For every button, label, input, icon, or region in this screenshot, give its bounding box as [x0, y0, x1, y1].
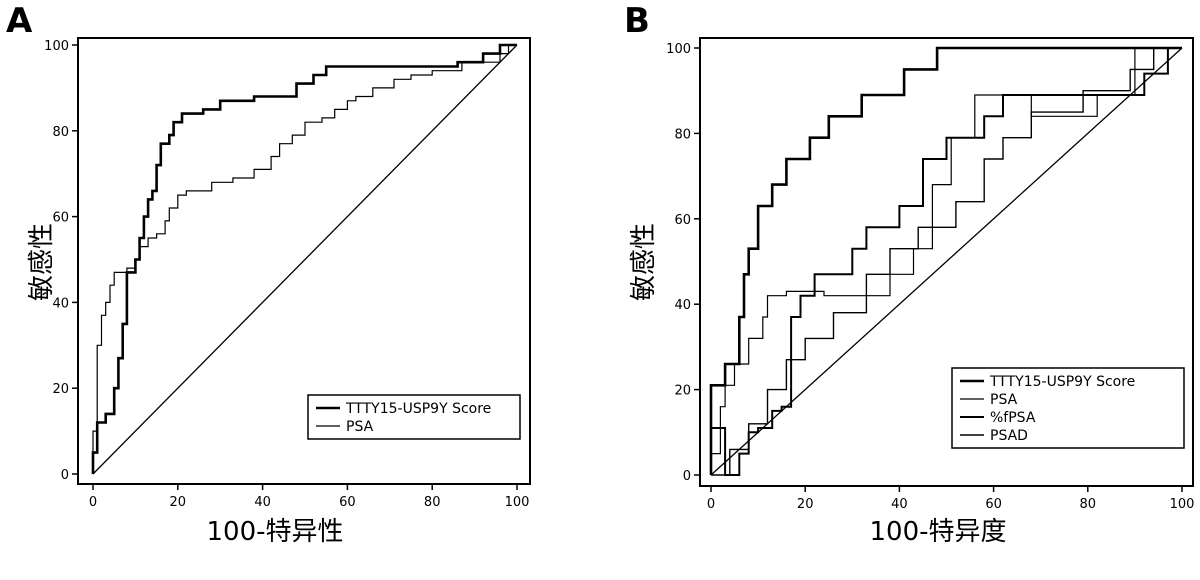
panel-a-series-line-1	[91, 43, 517, 474]
panel-b-series-line-1	[709, 46, 1182, 475]
panel-a-legend-box	[307, 394, 521, 440]
panel-b-x-tick-label: 80	[1080, 497, 1097, 512]
panel-b-legend-label: %fPSA	[990, 410, 1036, 426]
panel-b-series-line-4	[711, 47, 1182, 476]
panel-b-y-tick-label: 60	[674, 213, 691, 228]
panel-b-legend-box	[951, 367, 1185, 449]
panel-a-x-tick-label: 100	[505, 495, 530, 510]
panel-a-reference-diagonal	[92, 44, 518, 475]
panel-a-y-tick-label: 40	[52, 296, 69, 311]
panel-a-series	[91, 43, 518, 475]
panel-a-plot-frame	[77, 37, 531, 485]
panel-b-y-tick-label: 80	[674, 127, 691, 142]
panel-a-x-tick-label: 0	[89, 495, 97, 510]
panel-b-y-tick-label: 20	[674, 384, 691, 399]
panel-a-y-tick-label: 20	[52, 382, 69, 397]
panel-b-x-axis-title: 100-特异度	[869, 517, 1006, 547]
panel-a-x-tick-label: 80	[424, 495, 441, 510]
panel-a-x-tick-label: 60	[339, 495, 356, 510]
panel-b-y-tick-label: 100	[666, 42, 691, 57]
panel-b-x-tick-label: 20	[797, 497, 814, 512]
panel-b-legend-label: PSAD	[990, 428, 1028, 444]
panel-b-series-line-2	[710, 47, 1182, 475]
panel-b: B 0 20 40 60 80 100 0 20 40 60 80 100 100-特异度 敏感性 T…	[624, 1, 1194, 547]
panel-a-x-axis-title: 100-特异性	[206, 517, 343, 547]
panel-b-series	[709, 46, 1183, 476]
panel-a-y-tick-label: 80	[52, 125, 69, 140]
panel-b-legend-label: TTTY15-USP9Y Score	[989, 374, 1135, 390]
panel-a-legend-label: PSA	[346, 419, 374, 435]
panel-b-x-tick-label: 60	[985, 497, 1002, 512]
panel-b-legend-label: PSA	[990, 392, 1018, 408]
panel-a-series-line-2	[92, 44, 517, 474]
panel-a-x-tick-label: 40	[254, 495, 271, 510]
panel-b-letter: B	[624, 1, 650, 41]
panel-b-legend: TTTY15-USP9Y Score PSA %fPSA PSAD	[951, 367, 1185, 449]
panel-b-plot-frame	[699, 37, 1194, 487]
panel-b-y-tick-label: 0	[683, 469, 691, 484]
panel-b-x-tick-label: 100	[1170, 497, 1195, 512]
panel-a-legend-label: TTTY15-USP9Y Score	[345, 401, 491, 417]
panel-a-legend: TTTY15-USP9Y Score PSA	[307, 394, 521, 440]
panel-b-x-tick-label: 40	[891, 497, 908, 512]
panel-b-x-tick-label: 0	[707, 497, 715, 512]
panel-a-x-tick-label: 20	[170, 495, 187, 510]
panel-a-y-tick-label: 60	[52, 211, 69, 226]
panel-b-reference-diagonal	[710, 47, 1183, 476]
panel-a-y-tick-label: 100	[44, 39, 69, 54]
panel-a-ticks: 0 20 40 60 80 100 0 20 40 60 80 100	[44, 39, 529, 510]
panel-a-y-axis-title: 敏感性	[27, 223, 57, 301]
panel-b-y-axis-title: 敏感性	[629, 223, 659, 301]
panel-b-y-tick-label: 40	[674, 298, 691, 313]
panel-a-y-tick-label: 0	[61, 468, 69, 483]
panel-a: A 0 20 40 60 80 100 0 20 40 60 80 100 100-特异性 敏感性 T…	[6, 1, 531, 547]
panel-a-letter: A	[6, 1, 33, 41]
panel-b-ticks: 0 20 40 60 80 100 0 20 40 60 80 100	[666, 42, 1194, 512]
